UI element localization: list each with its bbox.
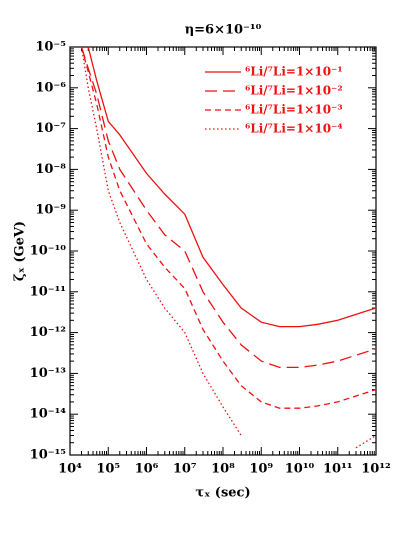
x-tick-label: 10⁸ — [211, 462, 235, 477]
x-axis-label: τₓ (sec) — [195, 486, 250, 501]
x-tick-label: 10⁷ — [173, 462, 197, 477]
y-tick-label: 10⁻⁹ — [35, 203, 66, 218]
x-tick-label: 10⁹ — [249, 462, 273, 477]
legend-label: ⁶Li/⁷Li=1×10⁻¹ — [245, 65, 343, 79]
x-tick-label: 10¹¹ — [323, 462, 352, 477]
legend-label: ⁶Li/⁷Li=1×10⁻² — [245, 84, 343, 98]
y-tick-label: 10⁻¹⁰ — [30, 244, 67, 259]
y-tick-label: 10⁻⁸ — [35, 162, 66, 177]
legend-label: ⁶Li/⁷Li=1×10⁻⁴ — [245, 122, 343, 136]
series-line — [80, 47, 376, 449]
legend-label: ⁶Li/⁷Li=1×10⁻³ — [245, 103, 343, 117]
y-tick-label: 10⁻⁶ — [35, 80, 66, 95]
y-tick-label: 10⁻⁵ — [35, 40, 66, 55]
series-line — [87, 47, 376, 328]
x-tick-label: 10⁶ — [135, 462, 159, 477]
x-tick-label: 10¹⁰ — [285, 462, 315, 477]
y-tick-label: 10⁻¹⁵ — [30, 448, 67, 463]
plot-lines — [80, 47, 376, 449]
x-tick-label: 10⁴ — [58, 462, 82, 477]
x-tick-label: 10⁵ — [96, 462, 120, 477]
y-axis-label: ζₓ (GeV) — [13, 221, 28, 281]
y-tick-label: 10⁻¹⁴ — [30, 407, 67, 422]
x-tick-label: 10¹² — [361, 462, 390, 477]
y-tick-label: 10⁻⁷ — [35, 121, 66, 136]
y-tick-label: 10⁻¹¹ — [30, 284, 66, 299]
chart-title: η=6×10⁻¹⁰ — [185, 23, 262, 38]
series-line — [80, 47, 376, 369]
y-tick-label: 10⁻¹² — [30, 325, 66, 340]
y-tick-label: 10⁻¹³ — [30, 366, 67, 381]
series-line — [80, 47, 376, 409]
